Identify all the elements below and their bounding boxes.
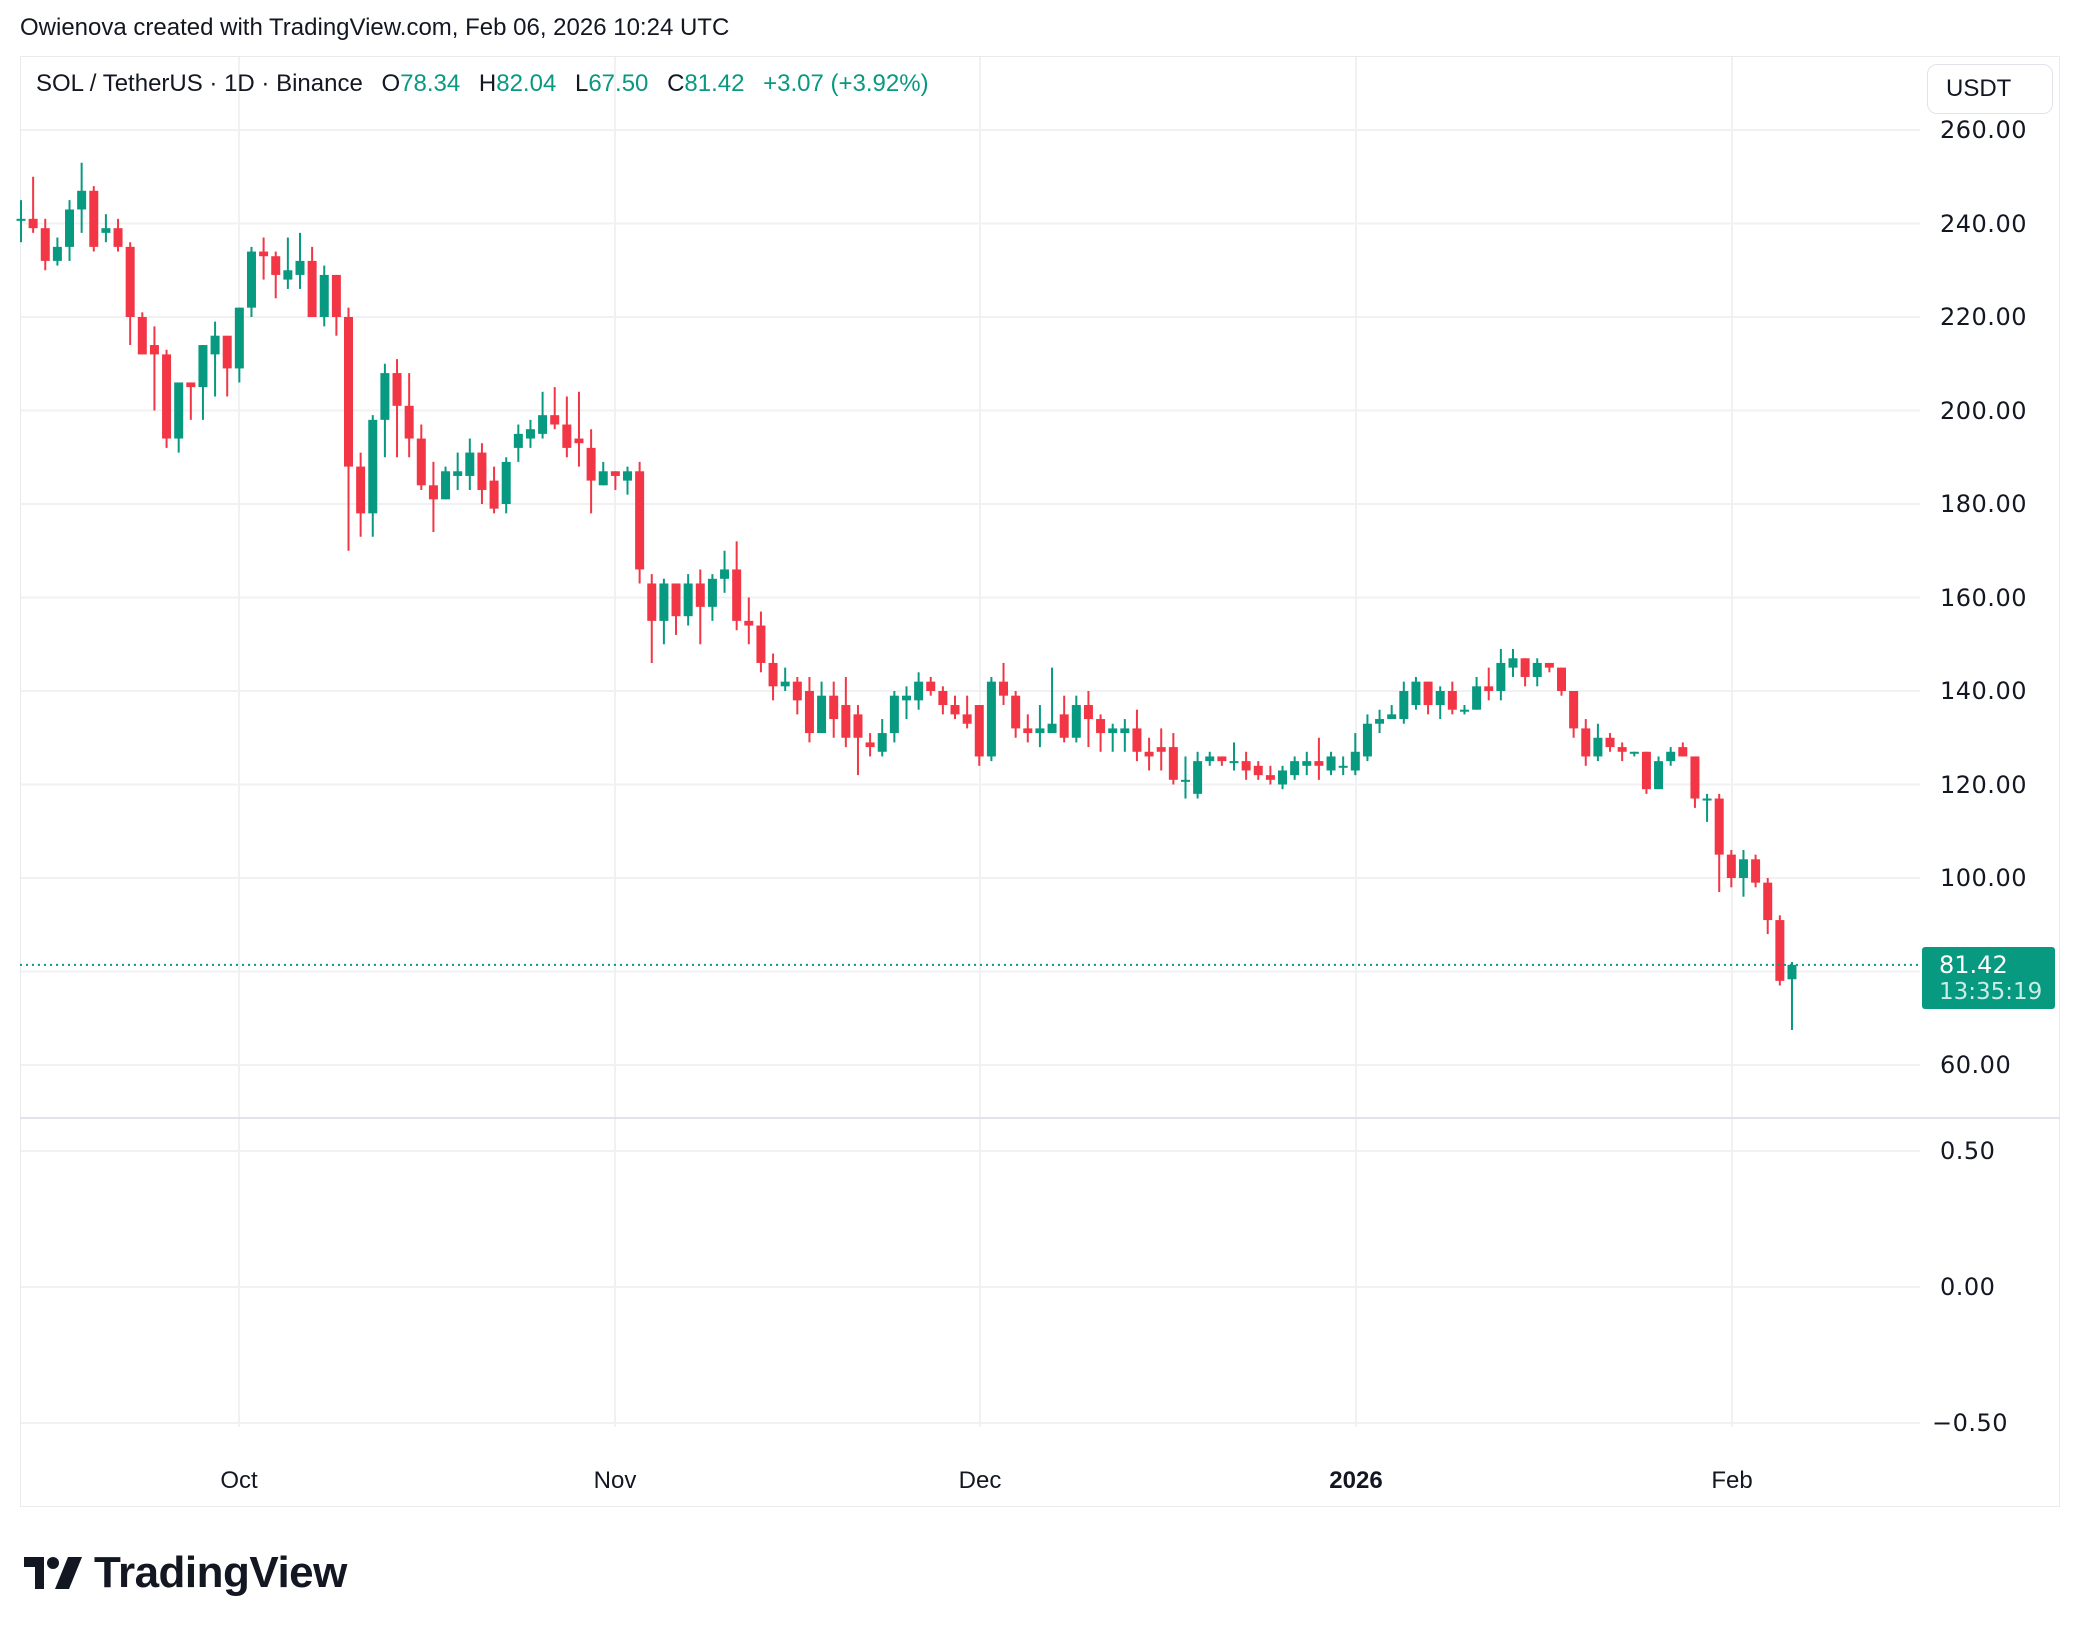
- price-tick: 240.00: [1940, 210, 2027, 238]
- low-label: L: [574, 70, 589, 97]
- time-tick-dec: Dec: [958, 1467, 1002, 1494]
- price-tick: 100.00: [1940, 864, 2027, 892]
- price-tick: 120.00: [1940, 771, 2027, 799]
- tradingview-logo[interactable]: TradingView: [24, 1548, 347, 1598]
- close-label: C: [667, 70, 685, 97]
- bar-countdown: 13:35:19: [1939, 979, 2043, 1005]
- price-tick: 160.00: [1940, 584, 2027, 612]
- high-label: H: [478, 70, 497, 97]
- last-price-tag: 81.42 13:35:19: [1922, 947, 2055, 1009]
- price-tick: 180.00: [1940, 490, 2027, 518]
- price-tick: 200.00: [1940, 397, 2027, 425]
- candlestick-series: [16, 162, 1797, 1030]
- price-tick: 60.00: [1940, 1051, 2012, 1079]
- currency-button[interactable]: USDT: [1927, 64, 2053, 114]
- indicator-tick: 0.50: [1940, 1137, 1996, 1165]
- price-tick: 140.00: [1940, 677, 2027, 705]
- price-tick: 220.00: [1940, 303, 2027, 331]
- last-price-value: 81.42: [1939, 951, 2008, 979]
- symbol-title[interactable]: SOL / TetherUS · 1D · Binance: [36, 70, 363, 97]
- time-tick-nov: Nov: [593, 1467, 637, 1494]
- open-value: 78.34: [400, 70, 461, 97]
- change-value: +3.07 (+3.92%): [763, 70, 929, 97]
- price-tick: 260.00: [1940, 116, 2027, 144]
- grid-lines: [21, 57, 1920, 1427]
- chart-frame[interactable]: [20, 56, 2060, 1507]
- time-tick-oct: Oct: [220, 1467, 258, 1494]
- time-tick-2026: 2026: [1329, 1467, 1383, 1494]
- close-value: 81.42: [684, 70, 745, 97]
- indicator-tick: 0.00: [1940, 1273, 1996, 1301]
- low-value: 67.50: [588, 70, 649, 97]
- high-value: 82.04: [496, 70, 557, 97]
- tradingview-logo-icon: [24, 1557, 82, 1589]
- time-tick-feb: Feb: [1711, 1467, 1753, 1494]
- open-label: O: [381, 70, 401, 97]
- indicator-tick: −0.50: [1932, 1409, 2009, 1437]
- symbol-legend: SOL / TetherUS · 1D · Binance O78.34 H82…: [36, 70, 929, 98]
- tradingview-logo-text: TradingView: [94, 1548, 347, 1597]
- attribution-text: Owienova created with TradingView.com, F…: [20, 14, 730, 41]
